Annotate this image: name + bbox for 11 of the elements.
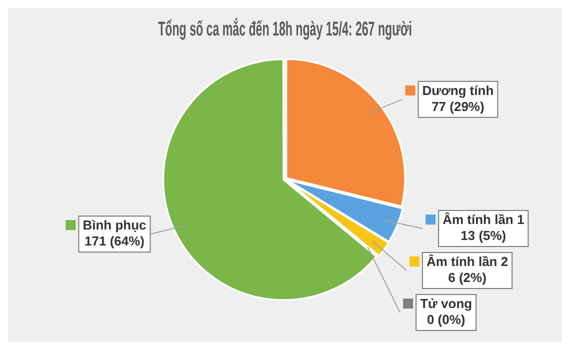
data-label: 171 (64%) [84,234,144,249]
legend-label: Dương tính [422,83,494,98]
chart-title: Tổng số ca mắc đến 18h ngày 15/4: 267 người [158,17,412,40]
legend-label: Âm tính lần 2 [426,254,508,270]
legend-label: Bình phục [82,218,146,233]
legend-label: Âm tính lần 1 [442,212,524,228]
data-label: 6 (2%) [448,270,486,286]
data-label: 77 (29%) [432,99,484,114]
text: 0 (0%) [426,312,466,328]
legend-label: Tử vong [420,296,472,312]
data-label: 13 (5%) [460,228,506,244]
